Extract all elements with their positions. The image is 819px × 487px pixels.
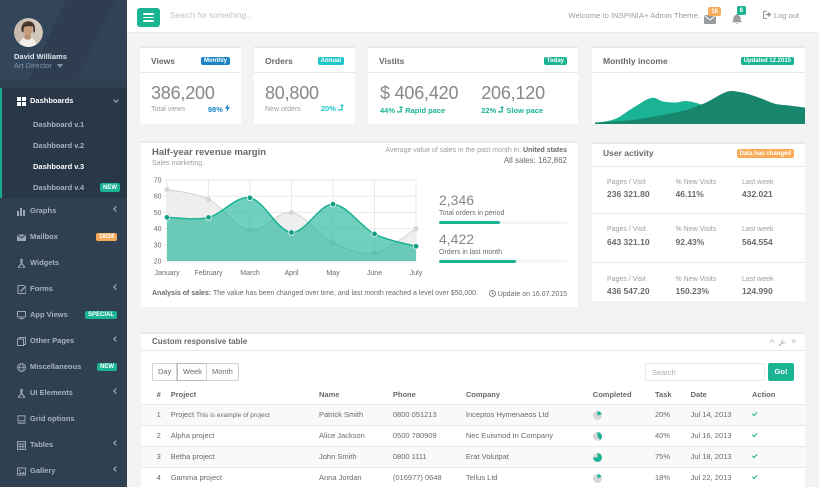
svg-text:April: April <box>284 270 298 277</box>
svg-text:July: July <box>410 270 423 277</box>
svg-text:March: March <box>240 270 260 277</box>
svg-text:50: 50 <box>154 210 162 217</box>
svg-text:June: June <box>367 270 382 277</box>
svg-text:40: 40 <box>154 226 162 233</box>
svg-text:60: 60 <box>154 194 162 201</box>
svg-text:30: 30 <box>154 242 162 249</box>
svg-text:January: January <box>155 270 180 277</box>
svg-text:February: February <box>194 270 223 277</box>
svg-text:20: 20 <box>154 259 162 266</box>
svg-text:70: 70 <box>154 178 162 185</box>
svg-text:May: May <box>326 270 340 277</box>
